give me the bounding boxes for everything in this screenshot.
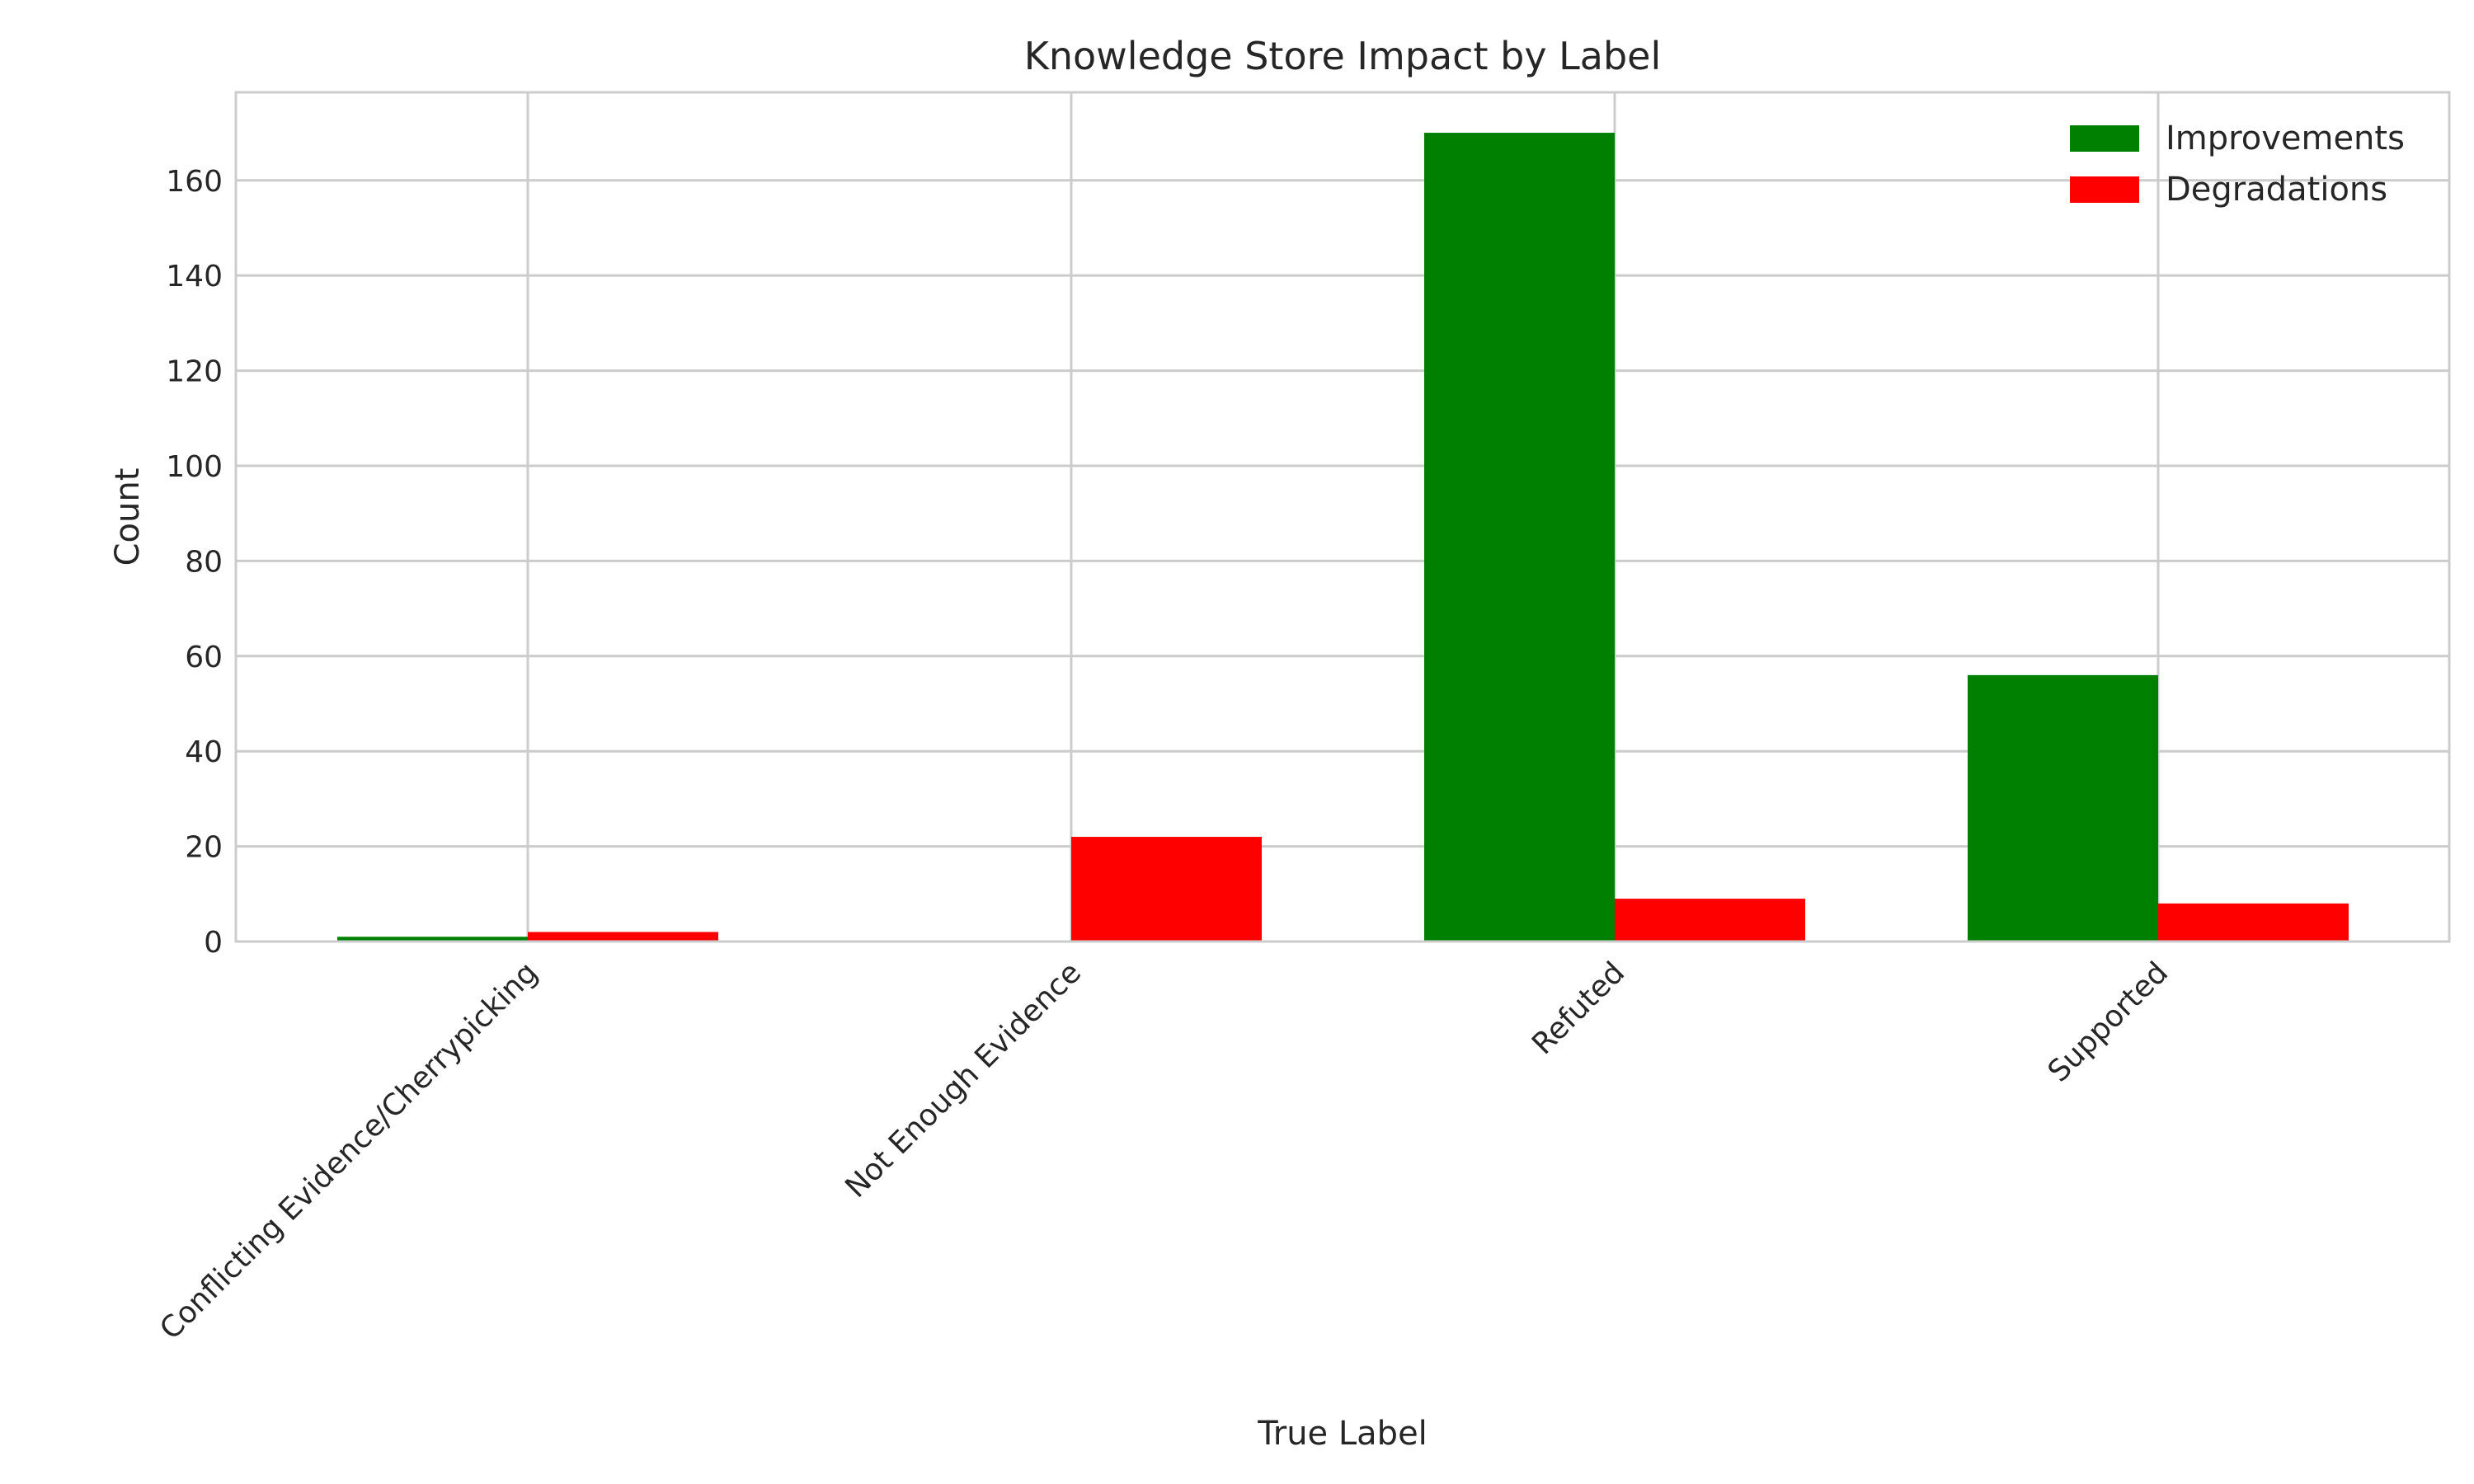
y-tick-label: 40 bbox=[185, 735, 223, 769]
legend-label-improvements: Improvements bbox=[2166, 120, 2405, 157]
y-tick-labels: 0 20 40 60 80 100 120 140 160 bbox=[166, 165, 223, 960]
x-axis-label: True Label bbox=[1257, 1415, 1427, 1453]
y-tick-label: 160 bbox=[166, 165, 223, 199]
y-tick-label: 0 bbox=[204, 926, 223, 960]
gridlines bbox=[236, 92, 2449, 943]
legend-label-degradations: Degradations bbox=[2166, 171, 2387, 209]
legend: Improvements Degradations bbox=[2070, 120, 2405, 209]
bar-degradations-0 bbox=[528, 932, 718, 942]
bars bbox=[337, 133, 2349, 942]
chart-title: Knowledge Store Impact by Label bbox=[1024, 34, 1662, 78]
bar-improvements-3 bbox=[1968, 674, 2158, 942]
plot-frame bbox=[234, 91, 2451, 943]
legend-swatch-degradations bbox=[2070, 176, 2139, 203]
bar-improvements-0 bbox=[337, 937, 528, 942]
y-tick-label: 100 bbox=[166, 450, 223, 484]
y-tick-label: 20 bbox=[185, 831, 223, 865]
bar-degradations-2 bbox=[1615, 899, 1805, 942]
legend-swatch-improvements bbox=[2070, 125, 2139, 152]
bar-degradations-3 bbox=[2158, 903, 2349, 942]
y-tick-label: 80 bbox=[185, 545, 223, 579]
y-tick-label: 120 bbox=[166, 355, 223, 389]
bar-improvements-2 bbox=[1424, 133, 1615, 942]
y-tick-label: 60 bbox=[185, 641, 223, 674]
y-axis-label: Count bbox=[109, 468, 147, 566]
bar-degradations-1 bbox=[1071, 837, 1262, 942]
y-tick-label: 140 bbox=[166, 260, 223, 294]
